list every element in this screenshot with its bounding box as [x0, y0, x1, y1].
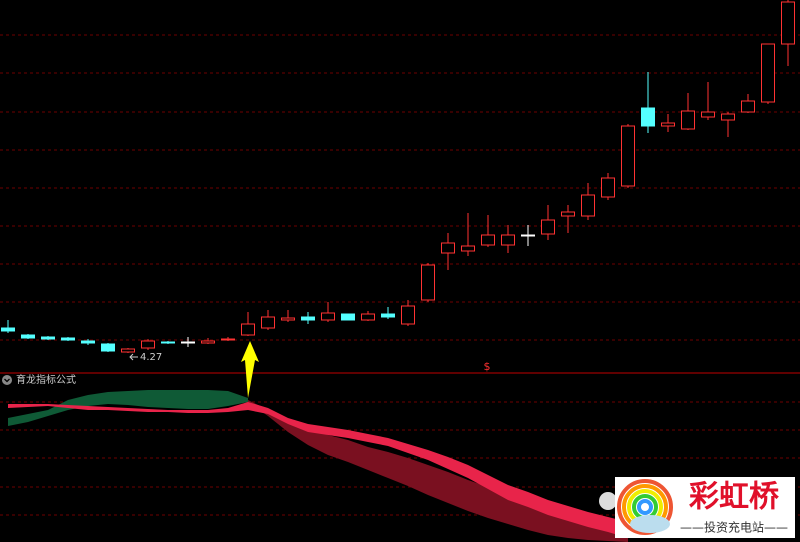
candle-body	[201, 340, 215, 344]
candle-body	[661, 122, 675, 127]
candle-body	[541, 219, 555, 235]
candle-body	[81, 340, 95, 344]
candle-body	[241, 323, 255, 336]
signal-arrow	[241, 341, 259, 398]
logo-arc	[617, 479, 673, 535]
candle-body	[461, 245, 475, 252]
candle-body	[501, 234, 515, 246]
candle-body	[141, 340, 155, 349]
indicator-header[interactable]: 育龙指标公式	[2, 373, 76, 386]
candle-body	[281, 317, 295, 321]
candle-body	[121, 348, 135, 353]
candle-body	[441, 242, 455, 254]
logo-arc	[637, 499, 653, 515]
candle-body	[161, 341, 175, 344]
candle-body	[681, 110, 695, 130]
candle-body	[301, 316, 315, 321]
candle-body	[181, 341, 195, 344]
chat-icon	[599, 492, 617, 510]
candle-body	[561, 211, 575, 217]
candle-body	[101, 343, 115, 352]
watermark-title: 彩虹桥	[689, 480, 779, 515]
indicator-title: 育龙指标公式	[16, 373, 76, 386]
grid	[0, 34, 800, 516]
candle-body	[641, 107, 655, 127]
logo-cloud	[630, 515, 670, 533]
candle-body	[781, 1, 795, 45]
candle-body	[401, 305, 415, 325]
collapse-icon[interactable]	[2, 375, 12, 385]
low-arrow-head	[129, 353, 134, 361]
candle-body	[221, 338, 235, 341]
candle-body	[701, 111, 715, 118]
candle-body	[761, 43, 775, 103]
candle-body	[361, 313, 375, 321]
candle-body	[341, 313, 355, 321]
candle-body	[421, 264, 435, 301]
watermark: 彩虹桥 ——投资充电站——	[599, 477, 795, 538]
candle-body	[481, 234, 495, 246]
indicator-bands	[8, 390, 628, 542]
candle-body	[521, 234, 535, 237]
band-area	[8, 390, 248, 426]
candle-body	[621, 125, 635, 187]
watermark-subtitle: ——投资充电站——	[680, 520, 788, 535]
candle-body	[581, 194, 595, 217]
band-area	[8, 402, 628, 538]
candle-body	[41, 336, 55, 340]
candle-body	[261, 316, 275, 329]
candle-body	[741, 100, 755, 113]
candle-body	[321, 312, 335, 321]
candle-body	[601, 177, 615, 198]
candle-body	[381, 313, 395, 318]
collapse-chevron	[4, 378, 10, 383]
candles: 4.27	[1, 0, 795, 363]
candle-body	[21, 334, 35, 339]
marker-text: $	[484, 360, 491, 373]
candle-body	[1, 327, 15, 332]
candle-body	[721, 113, 735, 121]
low-label: 4.27	[140, 352, 162, 363]
candle-body	[61, 337, 75, 341]
